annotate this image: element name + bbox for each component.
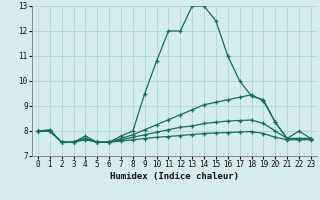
X-axis label: Humidex (Indice chaleur): Humidex (Indice chaleur): [110, 172, 239, 181]
